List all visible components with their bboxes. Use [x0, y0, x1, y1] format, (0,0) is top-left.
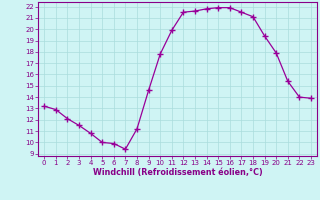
X-axis label: Windchill (Refroidissement éolien,°C): Windchill (Refroidissement éolien,°C)	[93, 168, 262, 177]
